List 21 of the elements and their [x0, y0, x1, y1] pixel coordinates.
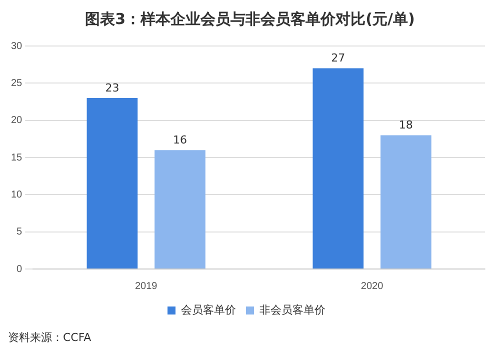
bar [154, 150, 206, 268]
legend-label: 非会员客单价 [260, 304, 326, 317]
data-label: 23 [105, 81, 120, 94]
y-tick-label: 20 [11, 115, 23, 126]
bar [312, 68, 364, 268]
text: 资料来源：CCFA [7, 330, 92, 345]
y-tick-label: 10 [11, 189, 23, 200]
x-tick-label: 2019 [134, 280, 158, 292]
data-label: 16 [172, 133, 187, 146]
y-tick-label: 5 [16, 226, 23, 238]
data-label: 27 [331, 52, 346, 65]
bar [86, 98, 138, 268]
y-tick-label: 25 [11, 78, 23, 89]
chart-title: 图表3：样本企业会员与非会员客单价对比(元/单) [84, 9, 416, 30]
y-tick-label: 0 [16, 264, 23, 275]
bar [380, 135, 432, 268]
legend-label: 会员客单价 [181, 304, 236, 317]
y-tick-label: 15 [11, 152, 23, 164]
y-tick-label: 30 [11, 40, 23, 52]
x-tick-label: 2020 [360, 280, 384, 292]
data-label: 18 [398, 118, 413, 132]
